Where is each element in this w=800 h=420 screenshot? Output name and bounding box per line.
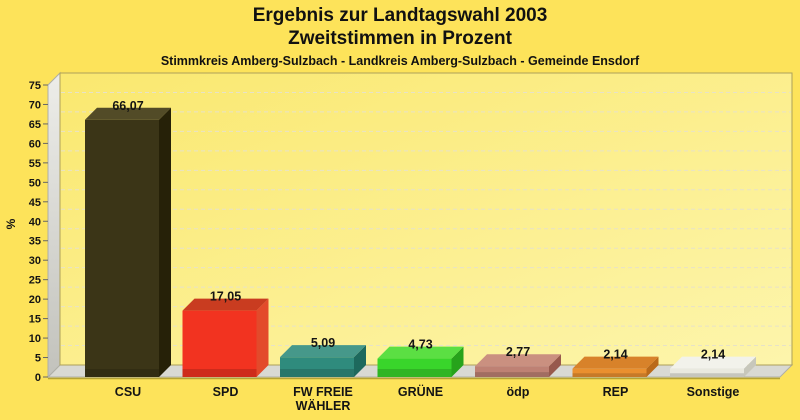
bar-top-sonstige	[670, 356, 756, 369]
value-label-rep: 2,14	[603, 348, 627, 362]
bar-top-fw-freie-waehler	[280, 345, 366, 358]
bar-side-sonstige	[744, 356, 756, 377]
chart-title-line1: Ergebnis zur Landtagswahl 2003	[252, 5, 548, 26]
value-label-gruene: 4,73	[408, 338, 432, 352]
value-label-csu: 66,07	[112, 99, 143, 113]
y-axis-title: %	[4, 218, 18, 229]
bar-group-sonstige: 2,14 Sonstige	[670, 348, 756, 399]
bar-group-csu: 66,07 CSU	[85, 99, 171, 399]
bar-front-csu	[85, 119, 159, 378]
bar-top-rep	[572, 356, 659, 369]
bar-side-rep	[646, 356, 659, 377]
category-label-fw-freie-waehler: FW FREIE	[293, 385, 353, 399]
y-tick-label-45: 45	[29, 197, 41, 209]
bar-shade-sonstige	[670, 373, 744, 377]
y-tick-label-50: 50	[29, 177, 41, 189]
bar-front-oedp	[475, 366, 549, 377]
bar-side-gruene	[451, 346, 464, 377]
plot-back-wall	[59, 72, 793, 366]
chart-title-line2: Zweitstimmen in Prozent	[288, 28, 512, 49]
y-tick-label-15: 15	[29, 314, 41, 326]
y-tick-label-60: 60	[29, 138, 41, 150]
bar-front-gruene	[377, 358, 452, 377]
value-label-oedp: 2,77	[506, 345, 530, 359]
bar-shade-rep	[572, 373, 647, 377]
bar-group-spd: 17,05 SPD	[182, 290, 269, 399]
bar-group-gruene: 4,73 GRÜNE	[377, 338, 464, 399]
y-tick-label-70: 70	[29, 99, 41, 111]
bar-shade-gruene	[377, 369, 452, 377]
y-tick-label-30: 30	[29, 255, 41, 267]
bar-side-spd	[256, 298, 269, 377]
bar-shade-fw-freie-waehler	[280, 369, 354, 377]
bar-top-spd	[182, 298, 269, 311]
y-tick-label-65: 65	[29, 119, 41, 131]
bar-shade-csu	[85, 369, 159, 377]
bar-side-csu	[159, 107, 171, 378]
bar-top-gruene	[377, 346, 464, 359]
bar-shade-oedp	[475, 372, 549, 377]
y-tick-label-10: 10	[29, 333, 41, 345]
category-label-fw-freie-waehler-line2: WÄHLER	[296, 398, 351, 413]
category-label-spd: SPD	[213, 385, 239, 399]
y-tick-label-55: 55	[29, 158, 41, 170]
value-label-spd: 17,05	[210, 290, 241, 304]
bar-side-oedp	[549, 354, 561, 377]
category-label-gruene: GRÜNE	[398, 384, 443, 399]
chart-header: Ergebnis zur Landtagswahl 2003 Zweitstim…	[0, 0, 800, 68]
chart-subtitle: Stimmkreis Amberg-Sulzbach - Landkreis A…	[160, 54, 640, 68]
plot-left-wall	[47, 71, 61, 379]
bar-top-oedp	[475, 354, 561, 367]
value-label-sonstige: 2,14	[701, 348, 725, 362]
y-tick-label-40: 40	[29, 216, 41, 228]
bar-front-spd	[182, 310, 257, 377]
bar-front-fw-freie-waehler	[280, 357, 354, 377]
bar-top-csu	[85, 107, 171, 120]
y-tick-label-75: 75	[29, 80, 41, 92]
bar-group-rep: 2,14 REP	[572, 348, 659, 399]
category-label-oedp: ödp	[507, 385, 530, 399]
bar-front-rep	[572, 368, 647, 377]
y-tick-label-20: 20	[29, 294, 41, 306]
category-label-csu: CSU	[115, 385, 141, 399]
category-label-sonstige: Sonstige	[687, 385, 740, 399]
y-tick-label-5: 5	[35, 353, 41, 365]
y-tick-label-35: 35	[29, 236, 41, 248]
category-label-rep: REP	[603, 385, 629, 399]
y-tick-label-0: 0	[35, 372, 41, 384]
bar-side-fw-freie-waehler	[354, 345, 366, 377]
bar-front-sonstige	[670, 368, 744, 377]
value-label-fw-freie-waehler: 5,09	[311, 336, 335, 350]
y-tick-label-25: 25	[29, 275, 41, 287]
bar-group-oedp: 2,77 ödp	[475, 345, 561, 399]
bar-shade-spd	[182, 369, 257, 377]
